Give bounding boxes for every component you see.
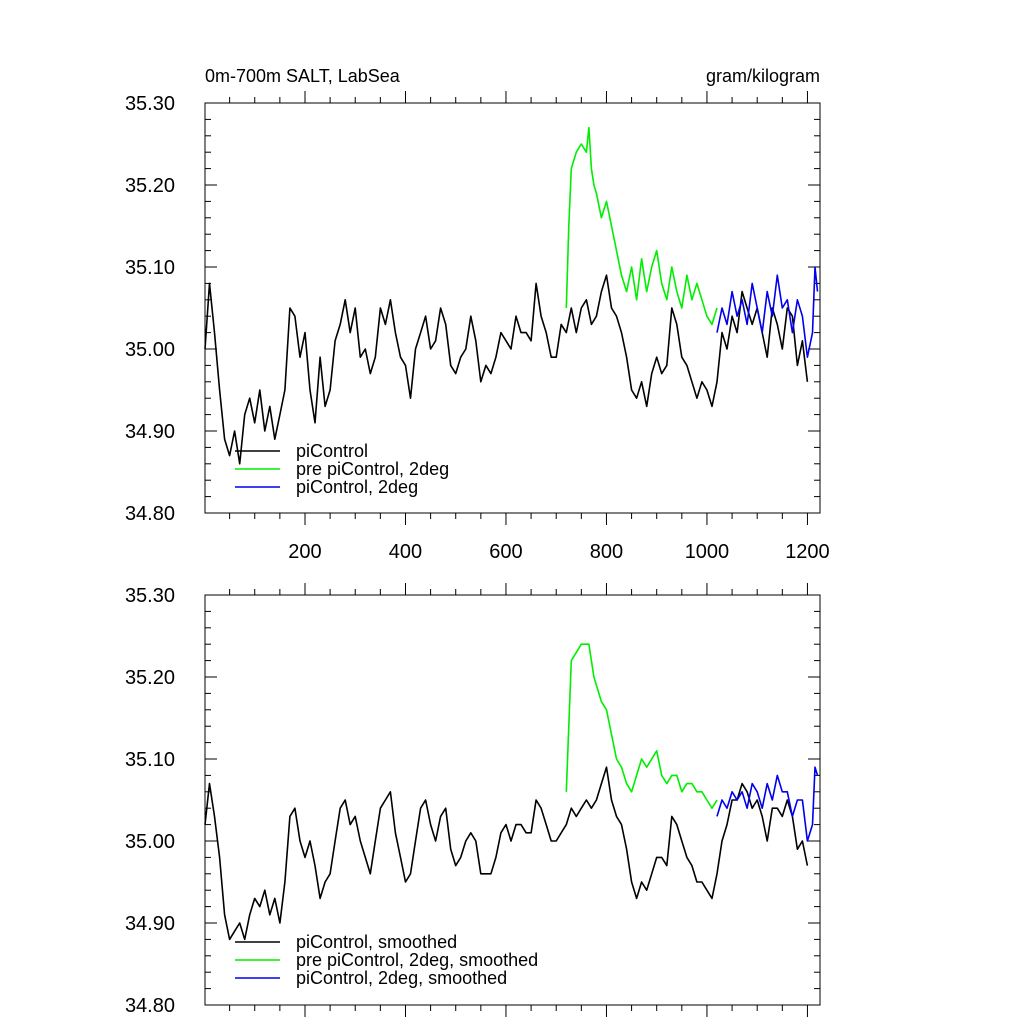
legend-label: piControl	[296, 441, 368, 461]
x-tick-label: 1000	[685, 541, 730, 563]
x-tick-label: 200	[288, 541, 321, 563]
top-panel-units: gram/kilogram	[706, 66, 820, 86]
x-tick-label: 800	[590, 541, 623, 563]
series-line-bottom-1	[565, 643, 718, 810]
series-line-bottom-0	[204, 766, 809, 941]
y-tick-label: 35.00	[125, 831, 175, 853]
bottom-panel: 34.80 34.90 35.00 35.10 35.20 35.30 piControl,…	[125, 583, 821, 1017]
x-tick-label: 600	[489, 541, 522, 563]
series-line-top-1	[565, 126, 718, 326]
series-line-top-2	[716, 266, 819, 359]
legend-label: piControl, smoothed	[296, 932, 457, 952]
x-tick-label: 400	[389, 541, 422, 563]
y-tick-label: 35.20	[125, 175, 175, 197]
legend-label: pre piControl, 2deg	[296, 459, 449, 479]
y-tick-label: 35.10	[125, 749, 175, 771]
legend-label: pre piControl, 2deg, smoothed	[296, 950, 538, 970]
y-tick-label: 34.90	[125, 421, 175, 443]
y-tick-label: 35.30	[125, 93, 175, 115]
y-tick-label: 34.80	[125, 995, 175, 1017]
y-tick-label: 35.00	[125, 339, 175, 361]
y-tick-label: 35.10	[125, 257, 175, 279]
series-line-top-0	[204, 274, 809, 465]
x-tick-label: 1200	[785, 541, 830, 563]
y-tick-label: 35.20	[125, 667, 175, 689]
bottom-plot-frame	[204, 594, 821, 1006]
top-plot-frame	[204, 102, 821, 514]
top-panel-title: 0m-700m SALT, LabSea	[205, 66, 401, 86]
y-tick-label: 35.30	[125, 585, 175, 607]
top-panel: 0m-700m SALT, LabSea gram/kilogram 34.80…	[125, 66, 830, 563]
legend-label: piControl, 2deg	[296, 477, 418, 497]
y-tick-label: 34.80	[125, 503, 175, 525]
legend-label: piControl, 2deg, smoothed	[296, 968, 507, 988]
series-line-bottom-2	[716, 766, 819, 842]
y-tick-label: 34.90	[125, 913, 175, 935]
